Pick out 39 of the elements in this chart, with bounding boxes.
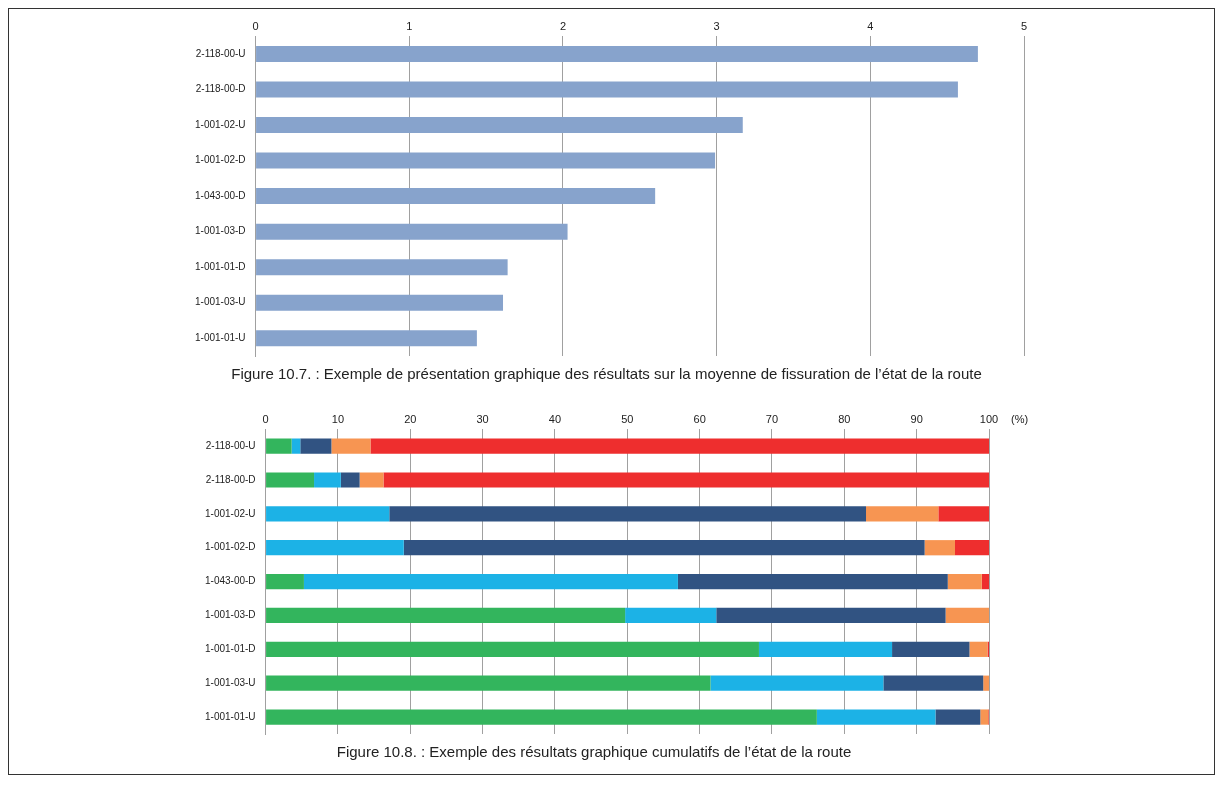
x-tick-label: 40 xyxy=(548,412,562,425)
y-tick-label: 1-001-01-D xyxy=(194,260,246,272)
y-tick-label: 1-043-00-D xyxy=(204,575,256,587)
y-tick-label: 1-001-02-D xyxy=(194,154,246,166)
text: Figure 10.7. : Exemple de présentation graphique des résultats sur la moyenne de fissuration de l’état de la route xyxy=(231,365,982,383)
x-tick-label: 3 xyxy=(713,19,720,32)
x-tick-label: 60 xyxy=(693,412,706,425)
x-tick-label: 80 xyxy=(838,412,851,425)
x-axis-title: (%) xyxy=(1011,412,1029,425)
x-tick-label: 90 xyxy=(910,412,923,425)
x-tick-label: 100 xyxy=(979,412,999,425)
y-tick-label: 2-118-00-U xyxy=(195,47,246,59)
y-tick-label: 2-118-00-D xyxy=(195,83,246,95)
x-tick-label: 5 xyxy=(1020,19,1028,32)
y-tick-label: 1-001-03-U xyxy=(194,296,246,308)
x-tick-label: 1 xyxy=(406,19,413,32)
x-tick-label: 10 xyxy=(331,412,345,425)
y-tick-label: 2-118-00-U xyxy=(205,439,256,451)
x-tick-label: 70 xyxy=(765,412,779,425)
y-tick-label: 1-043-00-D xyxy=(194,189,246,201)
x-tick-label: 50 xyxy=(621,412,634,425)
text: Figure 10.8. : Exemple des résultats graphique cumulatifs de l’état de la route xyxy=(336,743,852,761)
y-tick-label: 1-001-03-U xyxy=(204,676,256,688)
y-tick-label: 1-001-02-D xyxy=(204,541,256,553)
x-tick-label: 20 xyxy=(404,412,417,425)
y-tick-label: 1-001-01-U xyxy=(204,710,256,722)
x-tick-label: 0 xyxy=(252,19,259,32)
y-tick-label: 2-118-00-D xyxy=(205,473,256,485)
x-tick-label: 4 xyxy=(867,19,874,32)
x-tick-label: 0 xyxy=(262,412,269,425)
y-tick-label: 1-001-01-U xyxy=(194,331,246,343)
y-tick-label: 1-001-02-U xyxy=(204,507,256,519)
y-tick-label: 1-001-02-U xyxy=(194,118,246,130)
y-tick-label: 1-001-03-D xyxy=(194,225,246,237)
y-tick-label: 1-001-03-D xyxy=(204,609,256,621)
page-frame: Figure 10.7. : Exemple de présentation graphique des résultats sur la moyenne de fissuration de l’état de la route 0 1 2 3 4 5 2-118-00-U 2-118-00-D 1-001-02-U 1-001-02-D 1-043-00-D 1-001-03-D 1-001-01-D 1-001-03-U 1-001-01-U Figure 10.8. : Exemple des résultats graphique cumulatifs de l’état de la route 0 10 20 30 40 50 60 70 80 90 100 2-118-00-U 2-118-00-D 1-001-02-U 1-001-02-D 1-043-00-D 1-001-03-D 1-001-01-D 1-001-03-U 1-001-01-U (%) xyxy=(8,8,1215,775)
x-tick-label: 30 xyxy=(476,412,489,425)
y-tick-label: 1-001-01-D xyxy=(204,643,256,655)
x-tick-label: 2 xyxy=(559,19,567,32)
